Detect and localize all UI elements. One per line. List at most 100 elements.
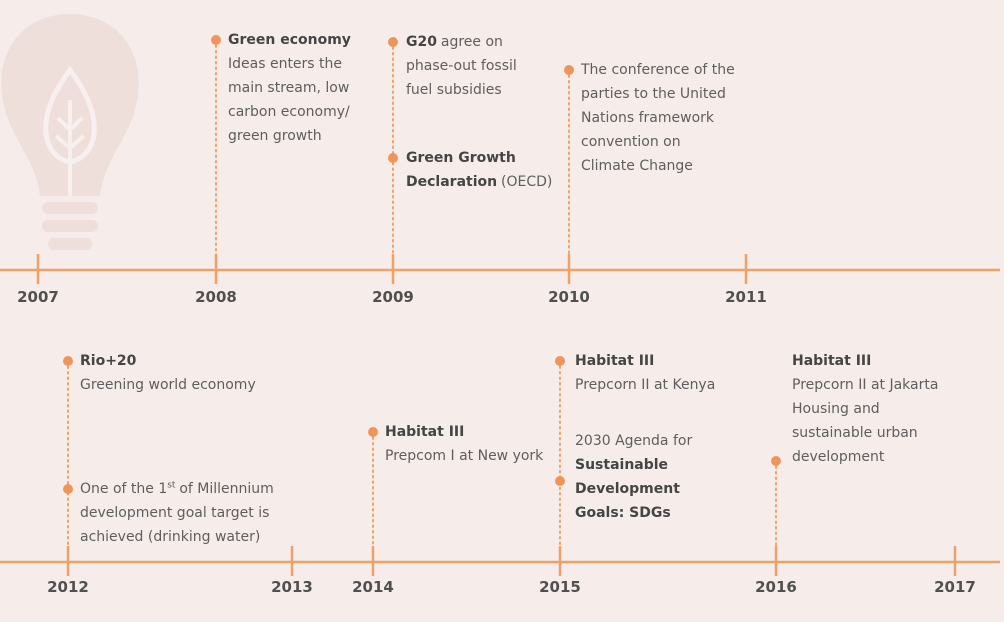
text-line: Greening world economy (80, 373, 256, 397)
event-dot (63, 484, 73, 494)
text: Prepcorn II at Kenya (575, 377, 715, 393)
text-line: Nations framework (581, 106, 735, 130)
text-line: Rio+20 (80, 349, 256, 373)
year-label: 2012 (28, 578, 108, 596)
superscript: st (167, 480, 175, 490)
year-label: 2011 (706, 288, 786, 306)
text: sustainable urban (792, 425, 918, 441)
text-line: Development (575, 477, 692, 501)
text-line: green growth (228, 124, 351, 148)
text-line: Prepcom I at New york (385, 444, 543, 468)
lightbulb-icon (1, 14, 139, 250)
text-line: achieved (drinking water) (80, 525, 274, 549)
event-dot (388, 37, 398, 47)
text-line: The conference of the (581, 58, 735, 82)
bold-text: Development (575, 481, 680, 497)
text-line: Habitat III (792, 349, 938, 373)
text-line: Climate Change (581, 154, 735, 178)
event-text: Habitat III Prepcom I at New york (385, 420, 543, 468)
text: 2030 Agenda for (575, 433, 692, 449)
timeline-page: 2007 2008 2009 2010 2011 Green economy Ideas e… (0, 0, 1004, 622)
text: Greening world economy (80, 377, 256, 393)
text-line: Habitat III (385, 420, 543, 444)
event-dot (771, 456, 781, 466)
text: convention on (581, 134, 681, 150)
event-dot (555, 476, 565, 486)
event-text: The conference of the parties to the Unit… (581, 58, 735, 178)
event-text: Habitat III Prepcorn II at Jakarta Housing… (792, 349, 938, 469)
text-line: fuel subsidies (406, 78, 517, 102)
bold-text: Goals: SDGs (575, 505, 671, 521)
text: green growth (228, 128, 322, 144)
text-line: Goals: SDGs (575, 501, 692, 525)
text: Prepcom I at New york (385, 448, 543, 464)
year-label: 2013 (252, 578, 332, 596)
bold-text: Sustainable (575, 457, 668, 473)
text: The conference of the (581, 62, 735, 78)
bold-text: Green economy (228, 32, 351, 48)
text-line: convention on (581, 130, 735, 154)
text-line: One of the 1st of Millennium (80, 477, 274, 501)
text: development goal target is (80, 505, 269, 521)
text-line: main stream, low (228, 76, 351, 100)
text-line: sustainable urban (792, 421, 938, 445)
year-label: 2014 (333, 578, 413, 596)
text-line: Sustainable (575, 453, 692, 477)
text: One of the 1 (80, 481, 167, 497)
text-line: development (792, 445, 938, 469)
event-text: Green economy Ideas enters the main stream… (228, 28, 351, 148)
text: agree on (441, 34, 503, 50)
year-label: 2017 (915, 578, 995, 596)
year-label: 2007 (0, 288, 78, 306)
year-label: 2010 (529, 288, 609, 306)
event-text: 2030 Agenda for Sustainable Development Goa… (575, 429, 692, 525)
bold-text: Declaration (406, 174, 497, 190)
event-dot (211, 35, 221, 45)
text: Prepcorn II at Jakarta (792, 377, 938, 393)
event-dot (564, 65, 574, 75)
text-line: Green Growth (406, 146, 552, 170)
bold-text: Rio+20 (80, 353, 136, 369)
event-text: Rio+20 Greening world economy (80, 349, 256, 397)
text: parties to the United (581, 86, 726, 102)
text: (OECD) (501, 174, 552, 190)
text-line: Green economy (228, 28, 351, 52)
event-dot (63, 356, 73, 366)
year-label: 2016 (736, 578, 816, 596)
bold-text: G20 (406, 34, 437, 50)
text-line: Prepcorn II at Kenya (575, 373, 715, 397)
text-line: phase-out fossil (406, 54, 517, 78)
text: carbon economy/ (228, 104, 350, 120)
year-label: 2008 (176, 288, 256, 306)
text: of Millennium (179, 481, 273, 497)
event-dot (368, 427, 378, 437)
event-dot (555, 356, 565, 366)
year-label: 2009 (353, 288, 433, 306)
event-text: One of the 1st of Millennium development g… (80, 477, 274, 549)
text: main stream, low (228, 80, 349, 96)
text-line: parties to the United (581, 82, 735, 106)
bold-text: Green Growth (406, 150, 516, 166)
text-line: Prepcorn II at Jakarta (792, 373, 938, 397)
text: Nations framework (581, 110, 714, 126)
event-text: Green Growth Declaration(OECD) (406, 146, 552, 194)
text-line: development goal target is (80, 501, 274, 525)
text: Housing and (792, 401, 880, 417)
year-label: 2015 (520, 578, 600, 596)
text: Ideas enters the (228, 56, 342, 72)
text-line: Housing and (792, 397, 938, 421)
event-text: Habitat III Prepcorn II at Kenya (575, 349, 715, 397)
bold-text: Habitat III (575, 353, 654, 369)
event-dot (388, 153, 398, 163)
text-line: carbon economy/ (228, 100, 351, 124)
text: phase-out fossil (406, 58, 517, 74)
text: achieved (drinking water) (80, 529, 260, 545)
text: development (792, 449, 884, 465)
text-line: Ideas enters the (228, 52, 351, 76)
text-line: Declaration(OECD) (406, 170, 552, 194)
text-line: 2030 Agenda for (575, 429, 692, 453)
text-line: Habitat III (575, 349, 715, 373)
text: fuel subsidies (406, 82, 502, 98)
